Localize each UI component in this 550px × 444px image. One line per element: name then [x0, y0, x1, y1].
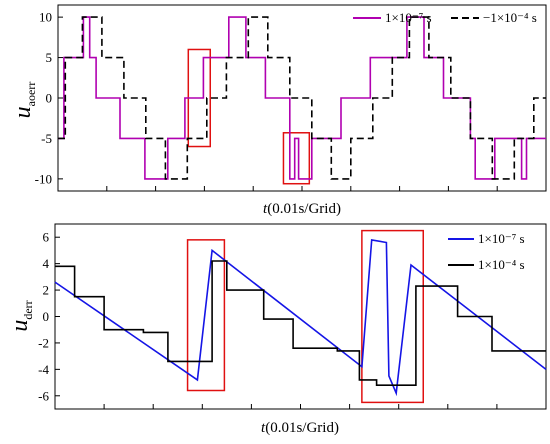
top-xlabel: t(0.01s/Grid): [263, 201, 341, 217]
ytick-label: 5: [46, 50, 53, 65]
series-line-1: [54, 238, 547, 397]
bottom-ylabel-sub: derr: [21, 300, 35, 319]
ytick-label: -6: [38, 388, 49, 403]
top-ylabel-var: u: [10, 106, 36, 118]
bottom-axis-ticks: -6 -4 -2 0 2 4 6: [38, 230, 547, 409]
top-ylabel-sub: aoerr: [24, 82, 38, 107]
top-highlight-boxes: [187, 48, 311, 185]
legend-label-1: 1×10⁻⁷ s: [385, 10, 432, 25]
bottom-highlight-boxes: [186, 229, 424, 404]
ytick-label: -2: [38, 335, 49, 350]
bottom-series-lines: [54, 238, 547, 397]
ytick-label: -10: [35, 171, 52, 186]
highlight-box: [186, 239, 226, 392]
top-xlabel-var: t: [263, 201, 268, 217]
legend-label-2: 1×10⁻⁴ s: [478, 257, 525, 272]
bottom-xlabel: t(0.01s/Grid): [261, 420, 339, 436]
top-panel-chart: -10 -5 0 5 10 1×10⁻⁷ s −1×10⁻⁴ s uaoerr t(0.0…: [10, 4, 547, 217]
bottom-ylabel-var: u: [7, 320, 33, 332]
ytick-label: 10: [39, 10, 52, 25]
highlight-box: [282, 132, 311, 185]
ytick-label: -5: [41, 131, 52, 146]
highlight-box: [361, 229, 424, 404]
series-line-2: [55, 260, 546, 387]
top-xlabel-unit: (0.01s/Grid): [267, 201, 341, 217]
series-line-2: [58, 16, 546, 180]
ytick-label: 2: [43, 283, 50, 298]
top-axis-ticks: -10 -5 0 5 10: [35, 10, 547, 191]
top-ylabel: uaoerr: [10, 82, 38, 119]
legend-label-2: −1×10⁻⁴ s: [483, 10, 537, 25]
bottom-ylabel: uderr: [7, 300, 35, 331]
ytick-label: -4: [38, 362, 49, 377]
ytick-label: 0: [43, 309, 50, 324]
legend-label-1: 1×10⁻⁷ s: [478, 231, 525, 246]
bottom-legend: 1×10⁻⁷ s 1×10⁻⁴ s: [448, 231, 525, 272]
bottom-panel-chart: -6 -4 -2 0 2 4 6 1×10⁻⁷ s 1×10⁻⁴ s uderr t(0.01…: [7, 223, 547, 436]
bottom-xlabel-unit: (0.01s/Grid): [265, 420, 339, 436]
top-series-lines: [58, 16, 546, 180]
ytick-label: 0: [46, 91, 53, 106]
top-legend: 1×10⁻⁷ s −1×10⁻⁴ s: [353, 10, 537, 25]
bottom-xlabel-var: t: [261, 420, 266, 436]
ytick-label: 6: [43, 230, 50, 245]
ytick-label: 4: [43, 256, 50, 271]
